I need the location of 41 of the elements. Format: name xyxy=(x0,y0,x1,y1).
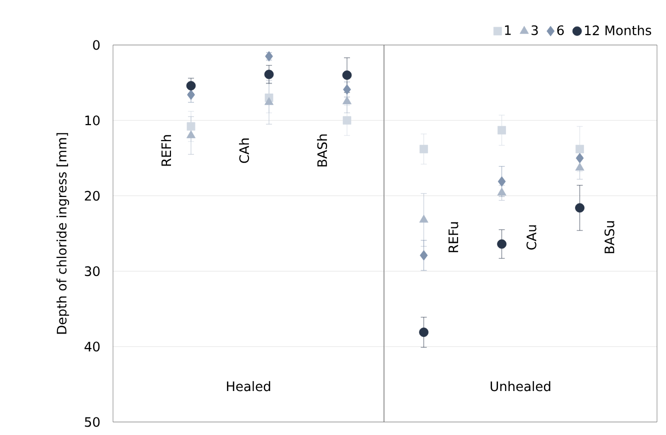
point xyxy=(575,203,584,213)
legend-label: 6 xyxy=(557,25,564,36)
point xyxy=(498,126,506,134)
x-tick-label: CAh xyxy=(239,138,250,163)
point xyxy=(343,84,351,95)
point xyxy=(186,122,196,131)
point xyxy=(419,328,428,337)
point xyxy=(420,144,428,154)
point xyxy=(264,70,274,80)
point xyxy=(419,214,428,223)
legend-label: 12 Months xyxy=(585,25,652,36)
point xyxy=(576,144,584,154)
y-axis-title: Depth of chloride ingress [mm] xyxy=(56,133,70,334)
y-tick-label: 50 xyxy=(84,417,100,427)
point xyxy=(342,116,352,125)
y-tick-label: 0 xyxy=(93,40,100,50)
x-tick-label: CAu xyxy=(526,225,536,250)
y-tick-label: 10 xyxy=(85,115,100,126)
y-tick-label: 30 xyxy=(84,266,100,276)
point xyxy=(420,250,428,261)
legend-label: 3 xyxy=(532,25,538,36)
x-tick-label: BASu xyxy=(604,221,614,254)
point xyxy=(342,70,352,80)
x-axis-title: Healed xyxy=(226,381,270,392)
point xyxy=(186,130,196,138)
point xyxy=(186,81,196,90)
point xyxy=(497,188,506,196)
x-tick-label: REFu xyxy=(448,222,458,252)
point xyxy=(498,176,506,187)
y-tick-label: 40 xyxy=(84,342,100,352)
point xyxy=(575,162,584,171)
x-tick-label: REFh xyxy=(161,135,171,166)
legend-label: 1 xyxy=(505,25,511,35)
y-tick-label: 20 xyxy=(84,190,100,201)
x-tick-label: BASh xyxy=(317,134,328,166)
point xyxy=(497,239,506,249)
point xyxy=(576,152,584,164)
point xyxy=(342,96,352,104)
point xyxy=(187,90,195,100)
point xyxy=(264,97,274,105)
x-axis-title: Unhealed xyxy=(490,381,550,392)
